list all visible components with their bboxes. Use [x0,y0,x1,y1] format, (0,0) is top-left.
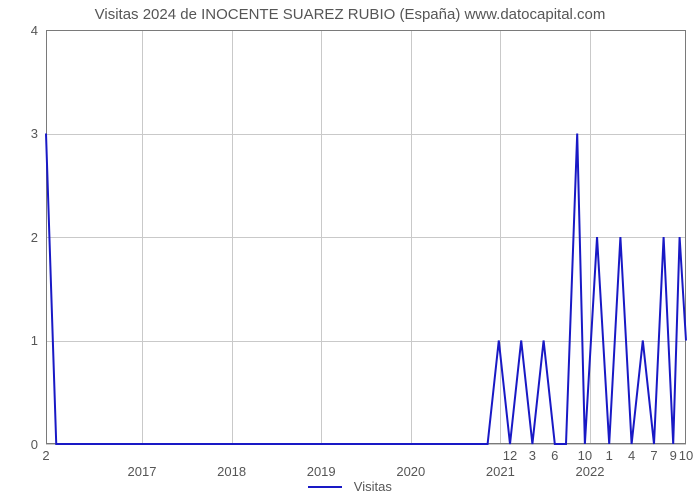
x-tick-label-month: 6 [551,448,558,463]
y-tick-label: 3 [31,126,38,141]
x-tick-label-month: 4 [628,448,635,463]
x-tick-label-month: 2 [42,448,49,463]
x-tick-label-month: 10 [679,448,693,463]
x-tick-label-month: 3 [529,448,536,463]
plot-area [46,30,686,444]
legend-swatch [308,486,342,488]
x-tick-label-year: 2022 [576,464,605,479]
x-tick-label-month: 12 [503,448,517,463]
legend-label: Visitas [354,479,392,494]
y-tick-label: 0 [31,437,38,452]
y-tick-label: 4 [31,23,38,38]
x-tick-label-month: 10 [578,448,592,463]
x-tick-label-year: 2021 [486,464,515,479]
visits-line-chart: Visitas 2024 de INOCENTE SUAREZ RUBIO (E… [0,0,700,500]
y-tick-label: 1 [31,333,38,348]
legend: Visitas [0,478,700,494]
x-tick-label-year: 2017 [128,464,157,479]
x-tick-label-month: 9 [670,448,677,463]
x-tick-label-month: 1 [606,448,613,463]
x-tick-label-year: 2020 [396,464,425,479]
y-tick-label: 2 [31,230,38,245]
series-line [46,30,686,444]
x-tick-label-month: 7 [650,448,657,463]
chart-title: Visitas 2024 de INOCENTE SUAREZ RUBIO (E… [0,6,700,23]
x-tick-label-year: 2018 [217,464,246,479]
x-tick-label-year: 2019 [307,464,336,479]
